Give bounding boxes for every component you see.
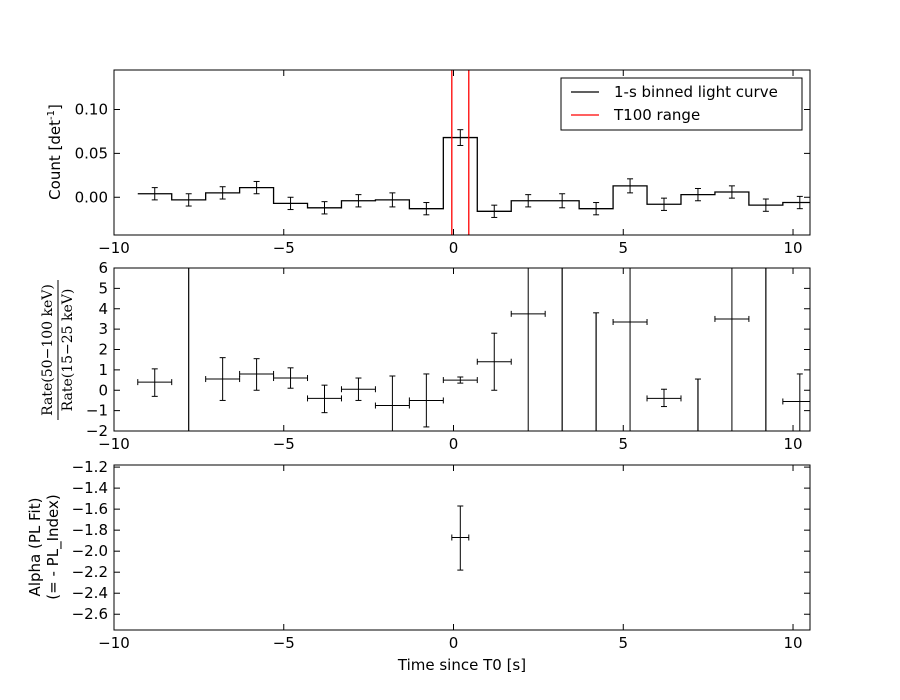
y-tick-label: −2.4	[72, 584, 108, 602]
y-tick-label: 0.00	[75, 188, 108, 206]
y-tick-label: −1	[86, 402, 108, 420]
legend-label-t100: T100 range	[613, 106, 700, 124]
y-tick-label: 2	[98, 341, 108, 359]
x-tick-label: 5	[618, 634, 628, 652]
y-tick-label: −1.4	[72, 479, 108, 497]
x-tick-label: 0	[449, 239, 459, 257]
x-tick-label: 5	[618, 435, 628, 453]
y-tick-label: −1.6	[72, 500, 108, 518]
alpha-ylabel-line1: Alpha (PL Fit)	[26, 498, 44, 597]
x-tick-label: −10	[98, 634, 130, 652]
x-tick-label: −10	[98, 239, 130, 257]
y-tick-label: −2.6	[72, 605, 108, 623]
y-tick-label: −2.2	[72, 563, 108, 581]
y-tick-label: 0.05	[75, 144, 108, 162]
x-tick-label: −5	[273, 634, 295, 652]
x-tick-label: 10	[783, 435, 802, 453]
y-tick-label: 0	[98, 381, 108, 399]
legend-box	[560, 77, 803, 131]
x-tick-label: −5	[273, 435, 295, 453]
legend: 1-s binned light curve T100 range	[560, 77, 803, 131]
y-tick-label: −2	[86, 422, 108, 440]
y-tick-label: 5	[98, 279, 108, 297]
alpha-axes-frame	[113, 464, 811, 631]
alpha-ylabel-line2: (= - PL_Index)	[44, 494, 63, 599]
alpha-panel: −10 −5 0 5 10 −2.6 −2.4 −2.2 −2.0 −1.8 −1.6 −1.4 −1.…	[26, 458, 811, 674]
hardness-ratio-ylabel-denominator: Rate(15−25 keV)	[60, 289, 76, 412]
light-curve-axes-frame	[113, 69, 811, 236]
hardness-ratio-ylabel: Rate(50−100 keV) Rate(15−25 keV)	[40, 280, 76, 420]
x-tick-label: −10	[98, 435, 130, 453]
light-curve-panel: −10 −5 0 5 10 0.00 0.05 0.10 Count [det-1] 1-s …	[46, 69, 811, 257]
light-curve-ylabel: Count [det-1]	[46, 104, 64, 200]
y-tick-label: 6	[98, 259, 108, 277]
x-tick-label: 0	[449, 634, 459, 652]
x-tick-label: 0	[449, 435, 459, 453]
y-tick-label: 1	[98, 361, 108, 379]
x-tick-label: 10	[783, 239, 802, 257]
x-tick-label: −5	[273, 239, 295, 257]
x-tick-label: 5	[618, 239, 628, 257]
y-tick-label: 0.10	[75, 100, 108, 118]
hardness-ratio-ylabel-numerator: Rate(50−100 keV)	[40, 284, 56, 416]
y-tick-label: 3	[98, 320, 108, 338]
y-tick-label: −1.8	[72, 521, 108, 539]
light-curve-step-line	[137, 136, 810, 212]
x-axis-label: Time since T0 [s]	[397, 656, 526, 674]
legend-label-light-curve: 1-s binned light curve	[614, 83, 778, 101]
y-tick-label: −2.0	[72, 542, 108, 560]
y-tick-label: −1.2	[72, 458, 108, 476]
y-tick-label: 4	[98, 300, 108, 318]
x-tick-label: 10	[783, 634, 802, 652]
